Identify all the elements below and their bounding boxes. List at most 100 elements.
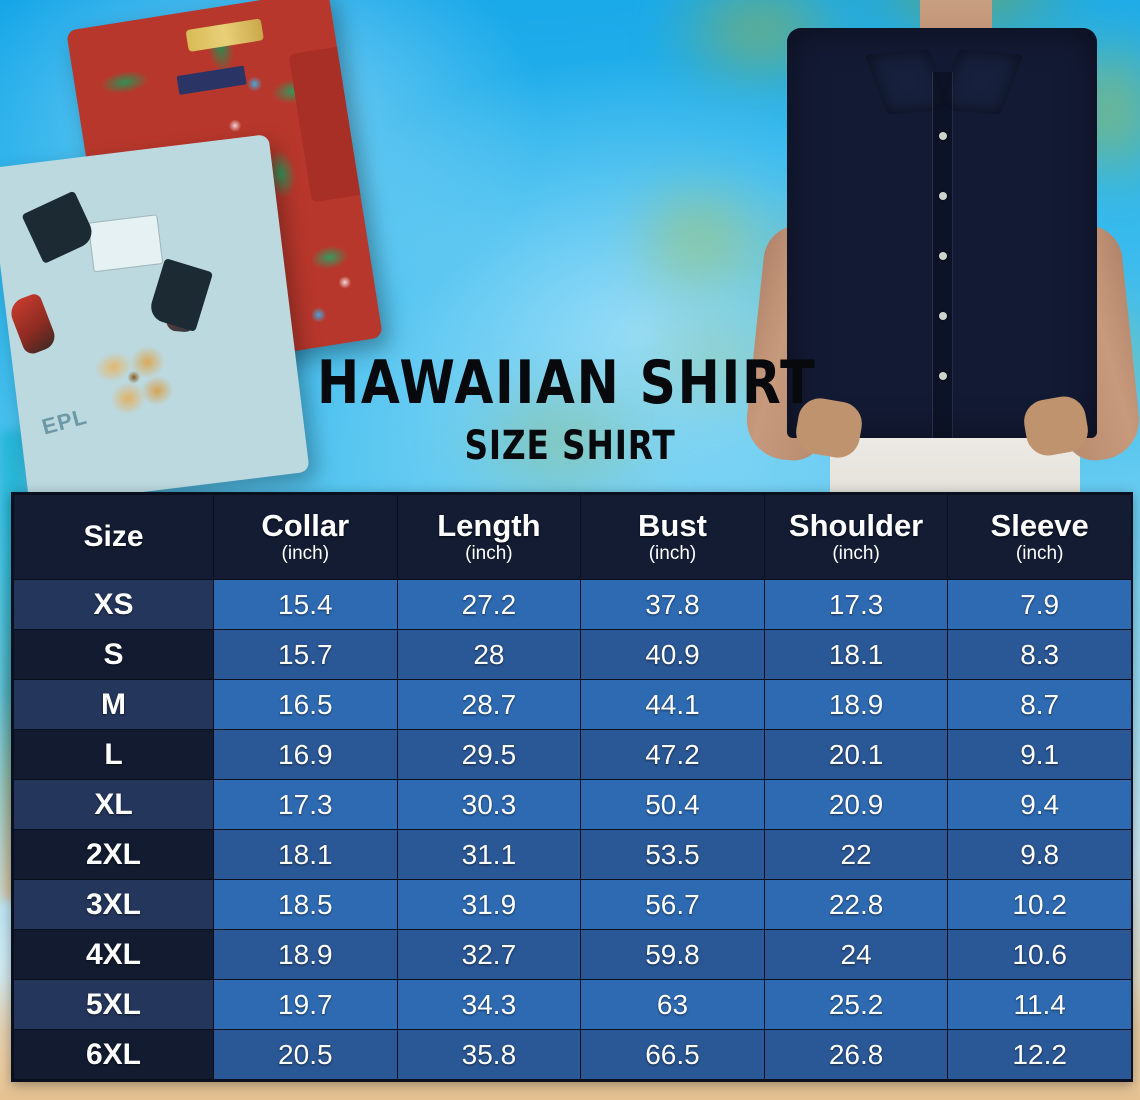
cell-length: 32.7 bbox=[396, 929, 582, 980]
shirt-button bbox=[939, 372, 947, 380]
cell-size: 4XL bbox=[13, 929, 214, 980]
cell-collar: 17.3 bbox=[213, 779, 398, 830]
cell-length: 28.7 bbox=[396, 679, 582, 730]
table-row: 3XL 18.5 31.9 56.7 22.8 10.2 bbox=[13, 879, 1132, 930]
column-header-shoulder: Shoulder (inch) bbox=[763, 494, 949, 580]
cell-bust: 53.5 bbox=[580, 829, 765, 880]
cell-shoulder: 25.2 bbox=[763, 979, 949, 1030]
cell-shoulder: 17.3 bbox=[763, 579, 949, 630]
cell-collar: 16.5 bbox=[213, 679, 398, 730]
cell-shoulder: 18.1 bbox=[763, 629, 949, 680]
table-header: Size Collar (inch) Length (inch) Bust (i… bbox=[13, 494, 1132, 580]
table-row: S 15.7 28 40.9 18.1 8.3 bbox=[13, 629, 1132, 680]
column-header-bust: Bust (inch) bbox=[580, 494, 765, 580]
cell-collar: 15.4 bbox=[213, 579, 398, 630]
table-row: 2XL 18.1 31.1 53.5 22 9.8 bbox=[13, 829, 1132, 880]
table-header-row: Size Collar (inch) Length (inch) Bust (i… bbox=[13, 494, 1132, 580]
model-photo bbox=[735, 0, 1140, 492]
cell-bust: 56.7 bbox=[580, 879, 765, 930]
table-row: L 16.9 29.5 47.2 20.1 9.1 bbox=[13, 729, 1132, 780]
cell-size: M bbox=[13, 679, 214, 730]
cell-length: 29.5 bbox=[396, 729, 582, 780]
cell-size: 5XL bbox=[13, 979, 214, 1030]
cell-collar: 18.1 bbox=[213, 829, 398, 880]
cell-sleeve: 9.1 bbox=[947, 729, 1132, 780]
cell-size: 3XL bbox=[13, 879, 214, 930]
cell-bust: 37.8 bbox=[580, 579, 765, 630]
table-row: 4XL 18.9 32.7 59.8 24 10.6 bbox=[13, 929, 1132, 980]
column-header-shoulder-label: Shoulder bbox=[788, 508, 924, 543]
table-row: 5XL 19.7 34.3 63 25.2 11.4 bbox=[13, 979, 1132, 1030]
cell-length: 31.1 bbox=[396, 829, 582, 880]
size-chart-table-container: Size Collar (inch) Length (inch) Bust (i… bbox=[11, 492, 1133, 1082]
cell-size: S bbox=[13, 629, 214, 680]
size-chart-table: Size Collar (inch) Length (inch) Bust (i… bbox=[13, 494, 1132, 1080]
model-hawaiian-shirt bbox=[787, 28, 1097, 438]
shirt-button bbox=[939, 252, 947, 260]
column-header-length-unit: (inch) bbox=[465, 543, 513, 564]
table-row: XL 17.3 30.3 50.4 20.9 9.4 bbox=[13, 779, 1132, 830]
column-header-shoulder-unit: (inch) bbox=[832, 543, 880, 564]
column-header-sleeve-unit: (inch) bbox=[1015, 543, 1064, 564]
cell-bust: 40.9 bbox=[580, 629, 765, 680]
table-row: 6XL 20.5 35.8 66.5 26.8 12.2 bbox=[13, 1029, 1132, 1080]
page-subtitle: SIZE SHIRT bbox=[464, 423, 676, 469]
shirt-button bbox=[939, 192, 947, 200]
cell-sleeve: 12.2 bbox=[947, 1029, 1132, 1080]
shirt-button bbox=[939, 132, 947, 140]
cell-collar: 18.9 bbox=[213, 929, 398, 980]
cell-sleeve: 10.6 bbox=[947, 929, 1132, 980]
cell-size: XL bbox=[13, 779, 214, 830]
cell-bust: 63 bbox=[580, 979, 765, 1030]
cell-sleeve: 9.4 bbox=[947, 779, 1132, 830]
column-header-sleeve-label: Sleeve bbox=[990, 508, 1089, 543]
column-header-sleeve: Sleeve (inch) bbox=[947, 494, 1132, 580]
cell-sleeve: 8.3 bbox=[947, 629, 1132, 680]
cell-collar: 19.7 bbox=[213, 979, 398, 1030]
column-header-length: Length (inch) bbox=[396, 494, 582, 580]
column-header-size: Size bbox=[13, 494, 214, 580]
shirt-button bbox=[939, 312, 947, 320]
table-body: XS 15.4 27.2 37.8 17.3 7.9 S 15.7 28 40.9 18.1 8.3 M… bbox=[13, 579, 1132, 1080]
cell-bust: 59.8 bbox=[580, 929, 765, 980]
cell-bust: 44.1 bbox=[580, 679, 765, 730]
column-header-collar-unit: (inch) bbox=[281, 543, 330, 564]
column-header-collar: Collar (inch) bbox=[213, 494, 398, 580]
column-header-collar-label: Collar bbox=[261, 508, 350, 543]
cell-shoulder: 22 bbox=[763, 829, 949, 880]
cell-shoulder: 26.8 bbox=[763, 1029, 949, 1080]
cell-size: L bbox=[13, 729, 214, 780]
cell-length: 27.2 bbox=[396, 579, 582, 630]
blue-shirt-pocket bbox=[87, 214, 164, 273]
cell-collar: 18.5 bbox=[213, 879, 398, 930]
cell-sleeve: 11.4 bbox=[947, 979, 1132, 1030]
cell-shoulder: 22.8 bbox=[763, 879, 949, 930]
cell-size: 6XL bbox=[13, 1029, 214, 1080]
column-header-bust-label: Bust bbox=[638, 508, 707, 543]
cell-length: 35.8 bbox=[396, 1029, 582, 1080]
cell-length: 30.3 bbox=[396, 779, 582, 830]
cell-bust: 50.4 bbox=[580, 779, 765, 830]
cell-sleeve: 7.9 bbox=[947, 579, 1132, 630]
cell-length: 28 bbox=[396, 629, 582, 680]
cell-length: 34.3 bbox=[396, 979, 582, 1030]
cell-shoulder: 20.1 bbox=[763, 729, 949, 780]
cell-sleeve: 8.7 bbox=[947, 679, 1132, 730]
cell-size: XS bbox=[13, 579, 214, 630]
column-header-size-label: Size bbox=[83, 520, 144, 553]
cell-collar: 16.9 bbox=[213, 729, 398, 780]
cell-bust: 66.5 bbox=[580, 1029, 765, 1080]
cell-shoulder: 24 bbox=[763, 929, 949, 980]
cell-collar: 15.7 bbox=[213, 629, 398, 680]
page-title: HAWAIIAN SHIRT bbox=[317, 348, 817, 418]
cell-sleeve: 9.8 bbox=[947, 829, 1132, 880]
cell-bust: 47.2 bbox=[580, 729, 765, 780]
cell-size: 2XL bbox=[13, 829, 214, 880]
folded-shirts-photo: EPL bbox=[0, 0, 420, 506]
cell-length: 31.9 bbox=[396, 879, 582, 930]
column-header-bust-unit: (inch) bbox=[648, 543, 697, 564]
column-header-length-label: Length bbox=[437, 508, 541, 543]
table-row: M 16.5 28.7 44.1 18.9 8.7 bbox=[13, 679, 1132, 730]
cell-collar: 20.5 bbox=[213, 1029, 398, 1080]
